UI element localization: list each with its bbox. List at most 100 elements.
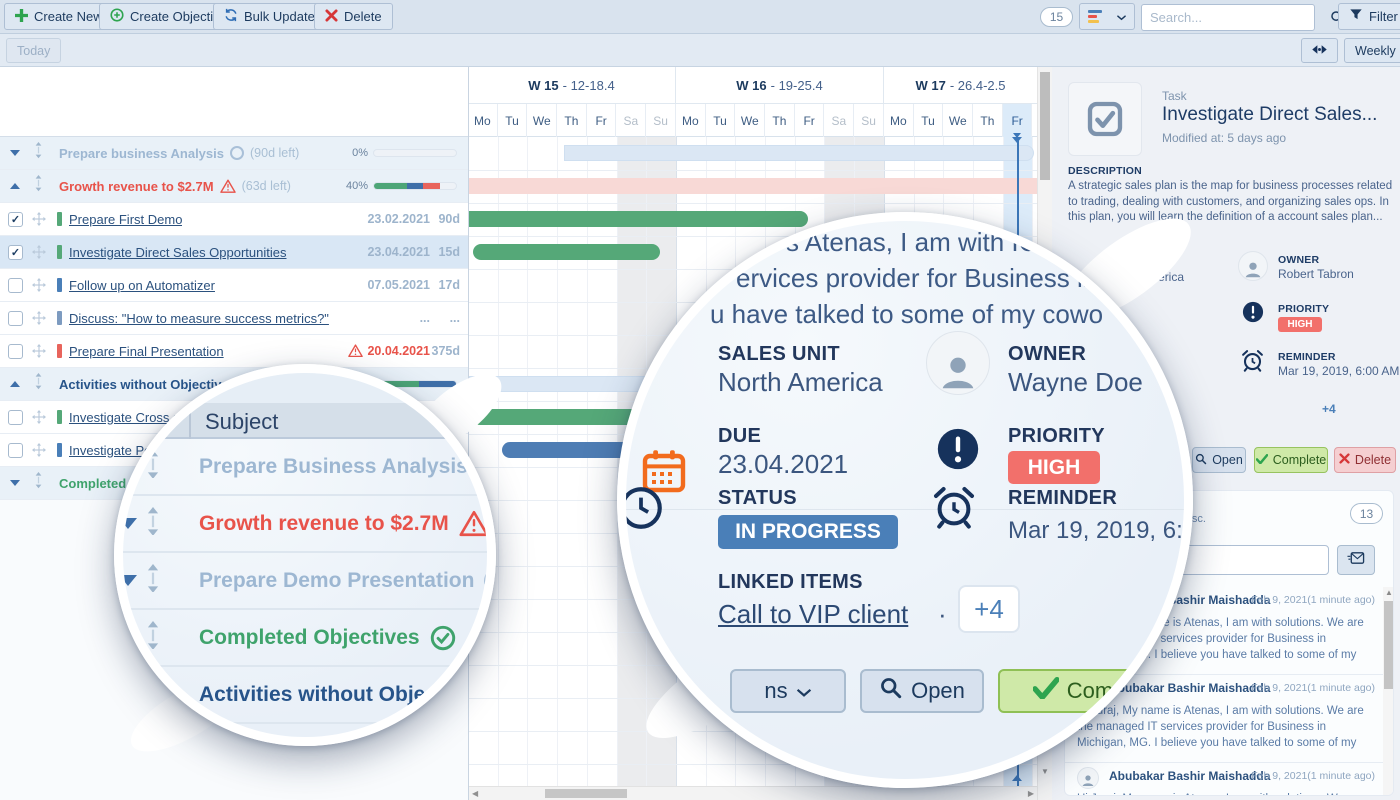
gantt-bar[interactable]	[472, 409, 658, 425]
lens-complete-button[interactable]: Com	[998, 669, 1148, 713]
check-icon	[1032, 677, 1060, 705]
day-header-cell: Fr	[795, 104, 825, 137]
move-handle-icon[interactable]	[32, 278, 46, 292]
today-button[interactable]: Today	[6, 38, 62, 63]
scroll-down-icon[interactable]: ▼	[1041, 767, 1049, 776]
linked-items-more[interactable]: +4	[1322, 402, 1336, 416]
lens-linked-more-badge[interactable]: +4	[958, 585, 1020, 633]
task-title-link[interactable]: Follow up on Automatizer	[69, 277, 215, 293]
delete-label: Delete	[344, 9, 382, 24]
lens-priority-badge: HIGH	[1008, 451, 1100, 484]
lens-reminder-label: REMINDER	[1008, 487, 1118, 509]
comments-scrollbar[interactable]: ▲	[1383, 587, 1393, 795]
gantt-bar[interactable]	[473, 244, 660, 260]
day-header-cell: Sa	[617, 104, 647, 137]
row-checkbox[interactable]	[8, 310, 23, 326]
comment-author: Abubakar Bashir Maishadda	[1109, 681, 1271, 695]
filter-label: Filter	[1369, 9, 1398, 24]
move-handle-icon[interactable]	[32, 245, 46, 259]
filter-button[interactable]: Filter	[1338, 3, 1400, 30]
table-row[interactable]: Discuss: "How to measure success metrics…	[0, 302, 468, 335]
status-chip	[57, 410, 62, 424]
magnifier-lens-right: s Atenas, I am with ICSo ervices provide…	[617, 200, 1206, 788]
row-checkbox[interactable]	[8, 277, 23, 293]
complete-button[interactable]: Complete	[1254, 447, 1328, 473]
table-row[interactable]: Follow up on Automatizer 07.05.2021 17d	[0, 269, 468, 302]
scroll-left-icon[interactable]: ◀	[472, 789, 479, 798]
move-handle-icon[interactable]	[32, 344, 46, 358]
week-header-cell: W 17- 26.4-2.5	[884, 67, 1037, 104]
lens-linked-link[interactable]: Call to VIP client	[718, 599, 909, 629]
table-row[interactable]: Growth revenue to $2.7M (63d left) 40%	[0, 170, 468, 203]
bulk-update-button[interactable]: Bulk Update	[213, 3, 326, 30]
task-title-link[interactable]: Prepare First Demo	[69, 211, 183, 227]
move-handle-icon[interactable]	[32, 443, 46, 457]
delete-button[interactable]: Delete	[314, 3, 393, 30]
send-comment-button[interactable]	[1337, 545, 1375, 575]
table-row[interactable]: ✓ Investigate Direct Sales Opportunities 2…	[0, 236, 468, 269]
gantt-bar[interactable]	[502, 442, 656, 458]
collapse-down-icon[interactable]	[10, 480, 20, 486]
table-row[interactable]: Prepare business Analysis (90d left) 0%	[0, 137, 468, 170]
lens-comment-line-1: s Atenas, I am with ICSo	[786, 227, 1070, 257]
gantt-bar[interactable]	[564, 145, 1034, 161]
drag-handle-icon[interactable]	[34, 142, 43, 163]
scroll-up-icon[interactable]: ▲	[1385, 588, 1393, 597]
task-title-link[interactable]: Investigate Pos	[69, 442, 158, 458]
objective-title: Prepare business Analysis	[59, 145, 224, 161]
view-mode-select[interactable]: Weekly	[1344, 38, 1400, 63]
row-checkbox[interactable]	[8, 442, 23, 458]
row-checkbox[interactable]: ✓	[8, 244, 23, 260]
objective-meta: (63d left)	[241, 179, 291, 193]
vscroll-thumb[interactable]	[1040, 72, 1050, 180]
drag-handle-icon[interactable]	[34, 373, 43, 394]
day-header-cell: We	[735, 104, 766, 137]
detail-type-label: Task	[1162, 89, 1187, 103]
priority-icon	[1242, 301, 1264, 328]
status-chip	[57, 278, 62, 292]
table-row[interactable]: ✓ Prepare First Demo 23.02.2021 90d	[0, 203, 468, 236]
lens-list-row: Prepare Business Analysis	[123, 439, 487, 496]
week-number: W 15	[528, 78, 559, 93]
gantt-bar[interactable]	[469, 178, 1037, 194]
comments-scroll-thumb[interactable]	[1384, 601, 1393, 689]
row-checkbox[interactable]	[8, 343, 23, 359]
drag-handle-icon[interactable]	[34, 175, 43, 196]
row-checkbox[interactable]	[8, 409, 23, 425]
day-header-cell: Th	[973, 104, 1003, 137]
collapse-up-icon[interactable]	[10, 381, 20, 387]
move-handle-icon[interactable]	[32, 410, 46, 424]
legend-dropdown-button[interactable]	[1079, 3, 1135, 30]
duration: 15d	[438, 245, 460, 259]
hscroll-thumb[interactable]	[545, 789, 627, 798]
status-clock-icon	[626, 483, 666, 538]
gantt-bar[interactable]	[469, 211, 808, 227]
move-handle-icon[interactable]	[32, 311, 46, 325]
day-header-cell: Th	[765, 104, 795, 137]
grid-vline	[616, 137, 618, 786]
lens-due-label: DUE	[718, 425, 762, 447]
drag-handle-icon[interactable]	[34, 472, 43, 493]
search-input[interactable]	[1142, 10, 1330, 25]
circle-icon	[477, 453, 487, 480]
create-new-button[interactable]: Create New	[4, 3, 114, 30]
open-button[interactable]: Open	[1192, 447, 1246, 473]
task-title-link[interactable]: Prepare Final Presentation	[69, 343, 224, 359]
lens-open-button[interactable]: Open	[860, 669, 984, 713]
scroll-right-icon[interactable]: ▶	[1027, 789, 1034, 798]
task-title-link[interactable]: Discuss: "How to measure success metrics…	[69, 310, 329, 326]
collapse-down-icon[interactable]	[10, 150, 20, 156]
delete-task-button[interactable]: Delete	[1334, 447, 1396, 473]
move-handle-icon[interactable]	[32, 212, 46, 226]
row-checkbox[interactable]: ✓	[8, 211, 23, 227]
table-row[interactable]: Prepare Final Presentation 20.04.2021 375d	[0, 335, 468, 368]
lens-actions-button[interactable]: ns	[730, 669, 846, 713]
gantt-horizontal-scrollbar[interactable]: ◀ ▶	[469, 786, 1037, 800]
lens-row-title: Completed Objectives	[199, 625, 420, 649]
day-header-cell: Mo	[676, 104, 706, 137]
fit-to-view-button[interactable]	[1301, 38, 1338, 63]
collapse-up-icon[interactable]	[10, 183, 20, 189]
comment-item: Abubakar Bashir Maishadda Feb 9, 2021(1 m…	[1065, 763, 1383, 795]
task-title-link[interactable]: Investigate Direct Sales Opportunities	[69, 244, 287, 260]
